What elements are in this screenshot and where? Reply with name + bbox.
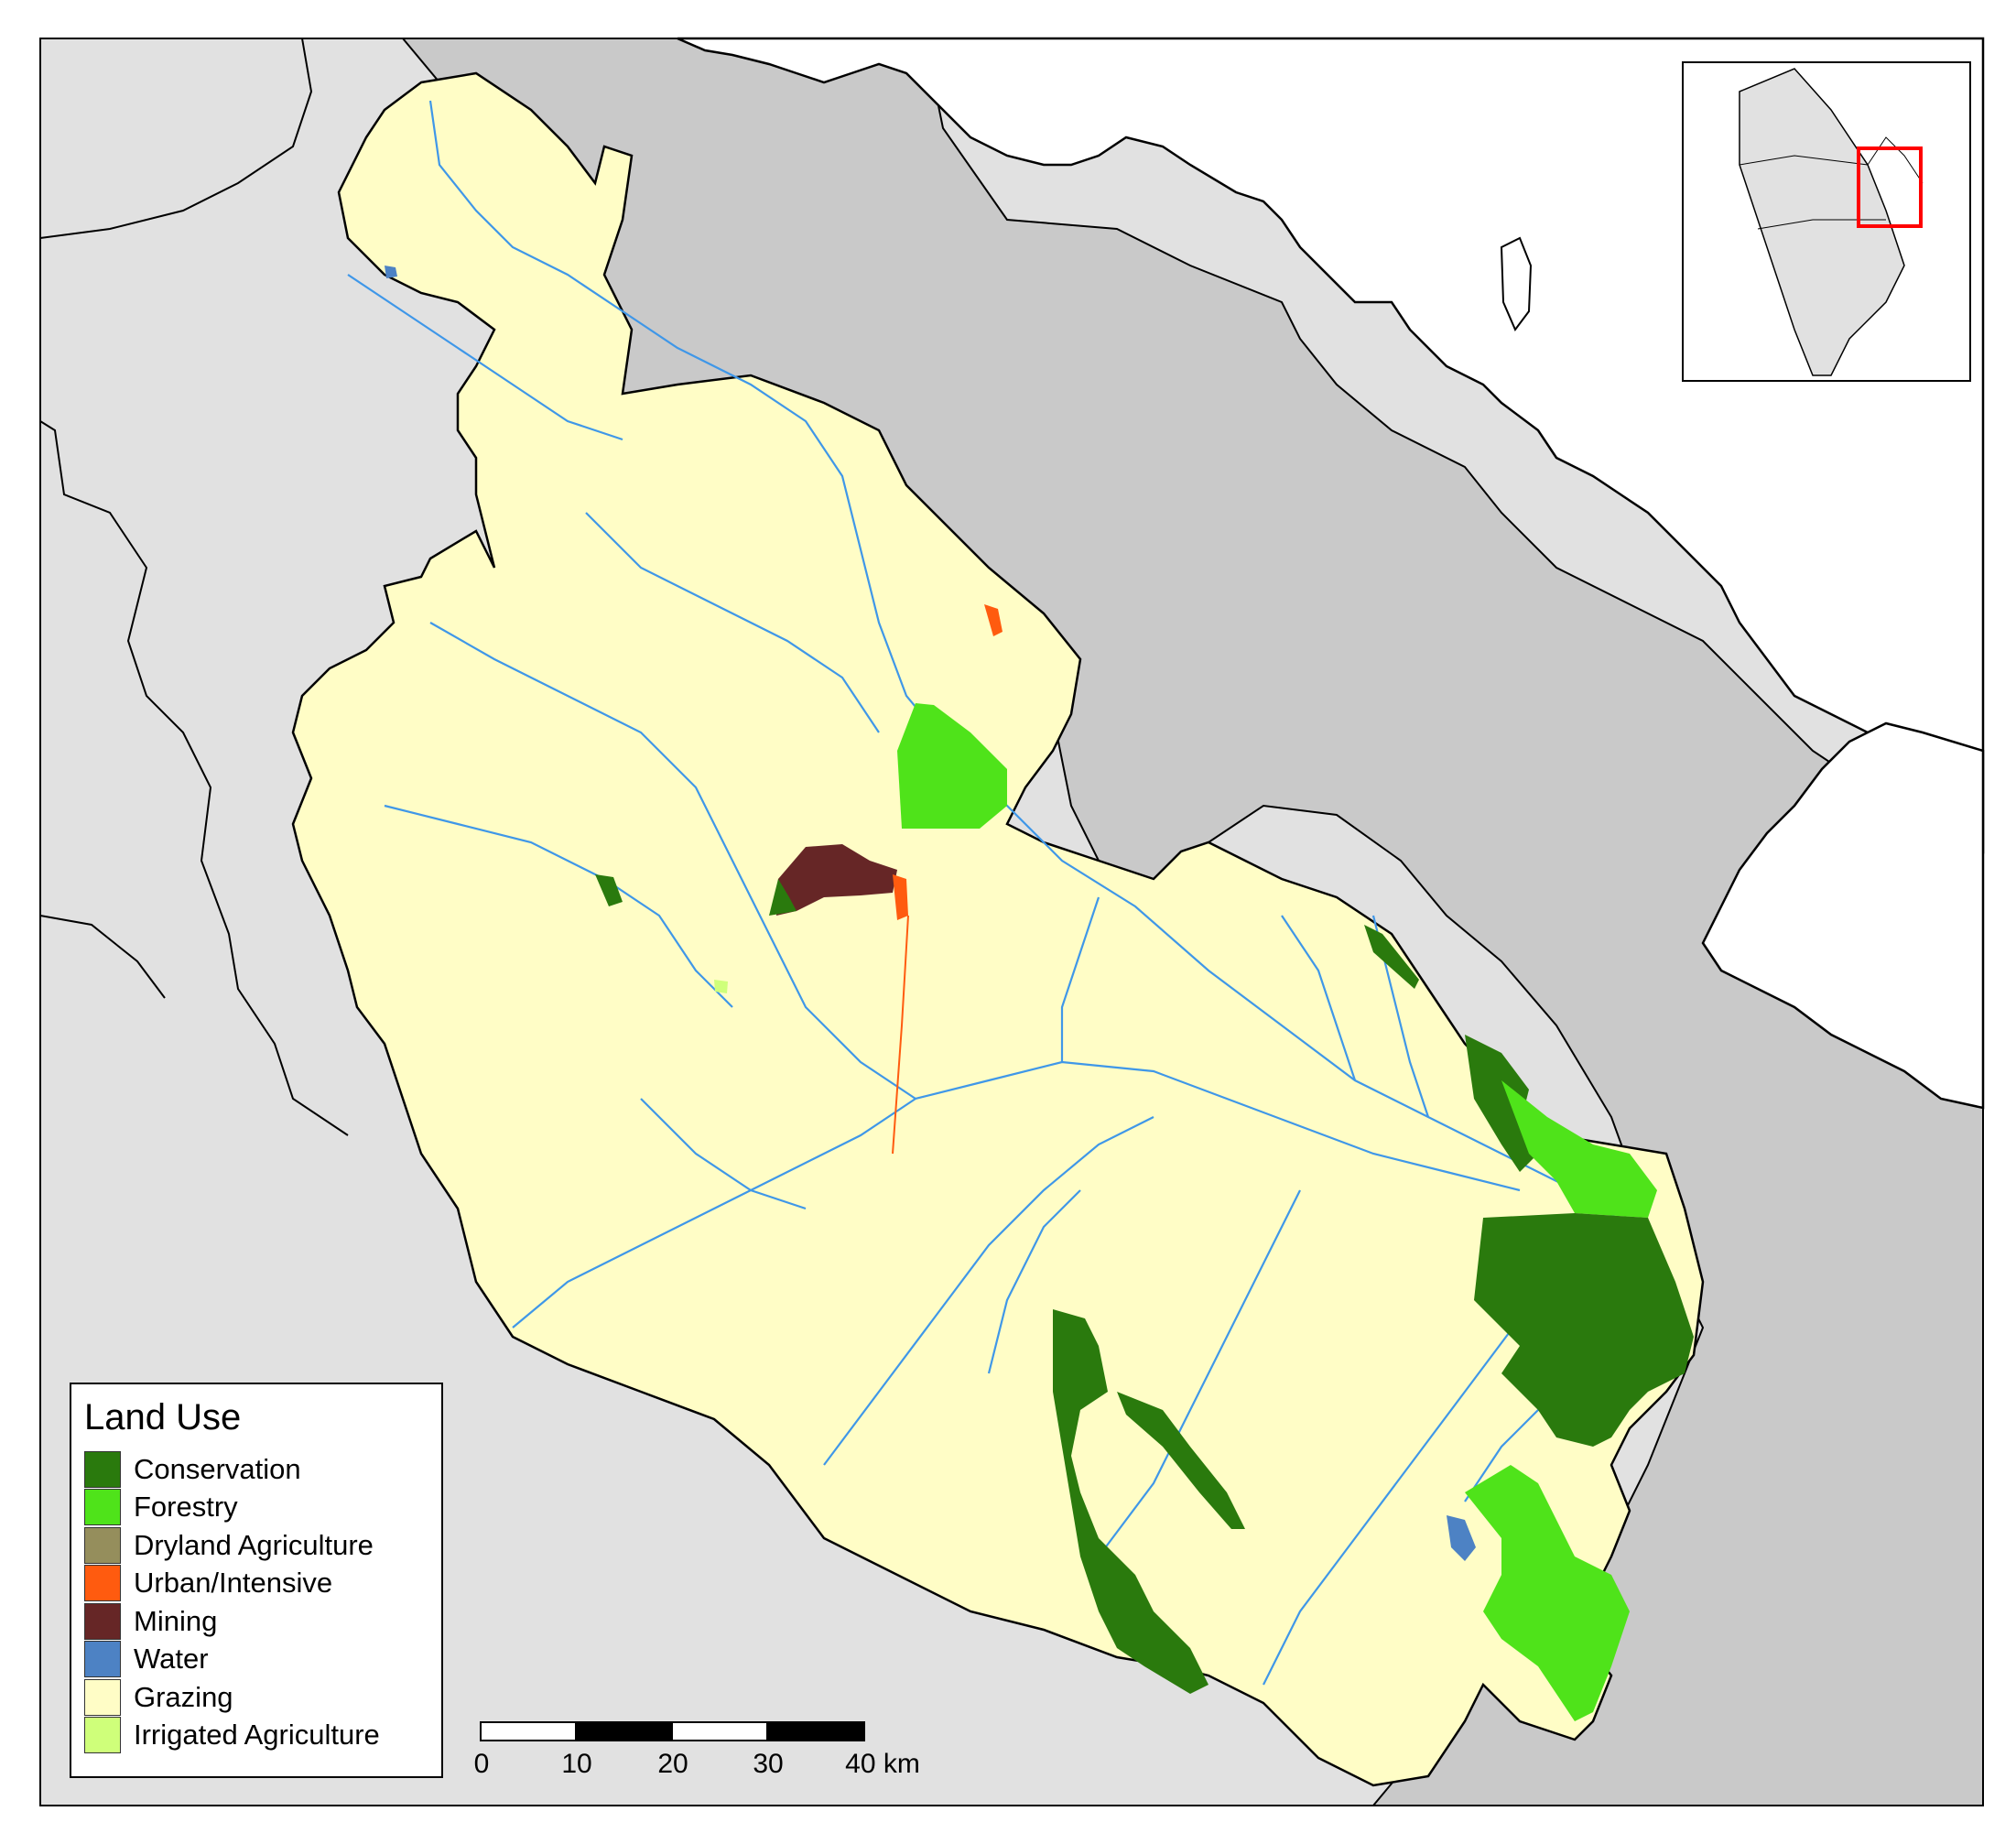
ocean bbox=[677, 37, 1985, 854]
scale-segment-2 bbox=[575, 1721, 673, 1741]
legend-swatch bbox=[84, 1450, 121, 1488]
scale-tick-20: 20 bbox=[657, 1749, 688, 1779]
scale-tick-10: 10 bbox=[561, 1749, 592, 1779]
legend-item: Irrigated Agriculture bbox=[84, 1717, 428, 1755]
legend-item: Dryland Agriculture bbox=[84, 1526, 428, 1565]
legend-item: Conservation bbox=[84, 1450, 428, 1489]
forestry-patch-north bbox=[897, 703, 1007, 829]
legend-swatch bbox=[84, 1678, 121, 1716]
legend-swatch bbox=[84, 1602, 121, 1640]
urban-line bbox=[892, 915, 909, 1155]
irrigated-patch bbox=[714, 980, 728, 993]
legend-item: Water bbox=[84, 1641, 428, 1679]
legend-label: Dryland Agriculture bbox=[134, 1528, 374, 1561]
legend: Land Use Conservation Forestry Dryland Agr… bbox=[70, 1383, 443, 1778]
legend-label: Water bbox=[134, 1643, 209, 1676]
legend-label: Forestry bbox=[134, 1491, 238, 1524]
legend-swatch bbox=[84, 1717, 121, 1754]
legend-title: Land Use bbox=[84, 1397, 242, 1437]
catchment-grazing bbox=[291, 71, 1705, 1787]
scale-segment-4 bbox=[766, 1721, 865, 1741]
conservation-patch-branch bbox=[1117, 1392, 1245, 1529]
legend-swatch bbox=[84, 1565, 121, 1602]
conservation-patch-mine bbox=[769, 879, 797, 916]
urban-patch-1 bbox=[893, 874, 908, 920]
forestry-patch-south bbox=[1465, 1465, 1630, 1721]
legend-swatch bbox=[84, 1489, 121, 1526]
conservation-patch-coast bbox=[1465, 1035, 1538, 1172]
legend-swatch bbox=[84, 1526, 121, 1564]
legend-items: Conservation Forestry Dryland Agriculture U… bbox=[84, 1450, 428, 1754]
legend-swatch bbox=[84, 1641, 121, 1678]
urban-patch-2 bbox=[984, 604, 1003, 636]
water-patch-north bbox=[385, 266, 397, 278]
legend-label: Grazing bbox=[134, 1680, 233, 1713]
island bbox=[1500, 236, 1533, 331]
scale-tick-0: 0 bbox=[473, 1749, 490, 1779]
conservation-patch-large bbox=[1474, 1213, 1694, 1447]
boundary-lines bbox=[39, 38, 349, 1136]
legend-label: Conservation bbox=[134, 1452, 301, 1485]
forestry-patch-coast bbox=[1501, 1080, 1657, 1218]
mining-patch bbox=[776, 844, 897, 916]
legend-item: Forestry bbox=[84, 1489, 428, 1527]
legend-label: Irrigated Agriculture bbox=[134, 1719, 380, 1752]
inset-map bbox=[1682, 61, 1971, 382]
scale-tick-40: 40 km bbox=[845, 1749, 920, 1779]
conservation-patch-south-ridge bbox=[1053, 1309, 1209, 1694]
scale-segment-1 bbox=[480, 1721, 577, 1741]
scale-tick-30: 30 bbox=[753, 1749, 784, 1779]
scale-bar: 0 10 20 30 40 km bbox=[474, 1721, 920, 1785]
river-network bbox=[347, 100, 1631, 1686]
inset-highlight-box bbox=[1857, 146, 1923, 228]
legend-label: Mining bbox=[134, 1604, 218, 1637]
legend-label: Urban/Intensive bbox=[134, 1567, 333, 1600]
legend-item: Grazing bbox=[84, 1678, 428, 1717]
ocean-bay bbox=[1701, 721, 1985, 1110]
conservation-patch-west bbox=[595, 874, 623, 906]
water-patch-dam bbox=[1447, 1515, 1476, 1561]
scale-segment-3 bbox=[671, 1721, 768, 1741]
conservation-patch-east-strip bbox=[1364, 925, 1419, 989]
legend-item: Urban/Intensive bbox=[84, 1565, 428, 1603]
legend-item: Mining bbox=[84, 1602, 428, 1641]
